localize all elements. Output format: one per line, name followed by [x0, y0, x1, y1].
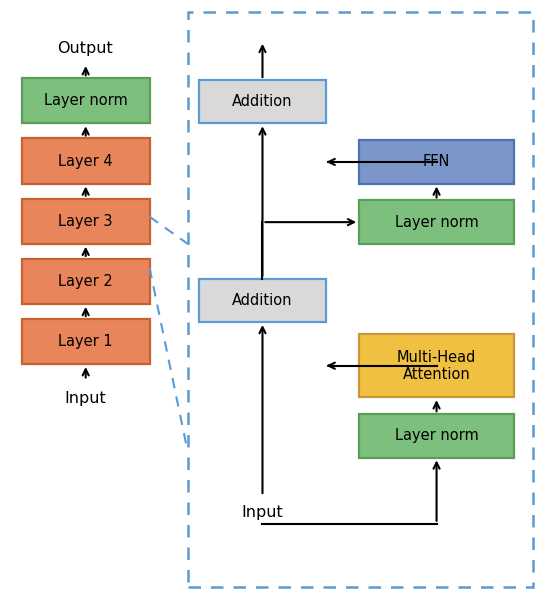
Text: Input: Input	[65, 391, 106, 406]
Text: Layer 2: Layer 2	[58, 274, 113, 289]
Text: FFN: FFN	[423, 155, 450, 169]
Text: Layer 4: Layer 4	[58, 154, 113, 169]
FancyBboxPatch shape	[22, 78, 150, 123]
Text: Addition: Addition	[232, 95, 293, 109]
FancyBboxPatch shape	[22, 259, 150, 304]
FancyBboxPatch shape	[359, 334, 514, 397]
FancyBboxPatch shape	[22, 199, 150, 244]
Text: Layer 1: Layer 1	[58, 334, 113, 349]
FancyBboxPatch shape	[359, 414, 514, 458]
Text: Layer norm: Layer norm	[44, 93, 127, 108]
Text: Addition: Addition	[232, 293, 293, 308]
FancyBboxPatch shape	[359, 140, 514, 184]
Text: Layer norm: Layer norm	[395, 215, 478, 229]
FancyBboxPatch shape	[22, 319, 150, 364]
Text: Layer 3: Layer 3	[58, 214, 113, 229]
FancyBboxPatch shape	[359, 200, 514, 244]
FancyBboxPatch shape	[199, 279, 326, 322]
Text: Input: Input	[242, 506, 283, 520]
FancyBboxPatch shape	[199, 80, 326, 123]
FancyBboxPatch shape	[22, 138, 150, 184]
Text: Layer norm: Layer norm	[395, 429, 478, 443]
Text: Multi-Head
Attention: Multi-Head Attention	[397, 350, 476, 382]
Text: Output: Output	[58, 41, 113, 55]
